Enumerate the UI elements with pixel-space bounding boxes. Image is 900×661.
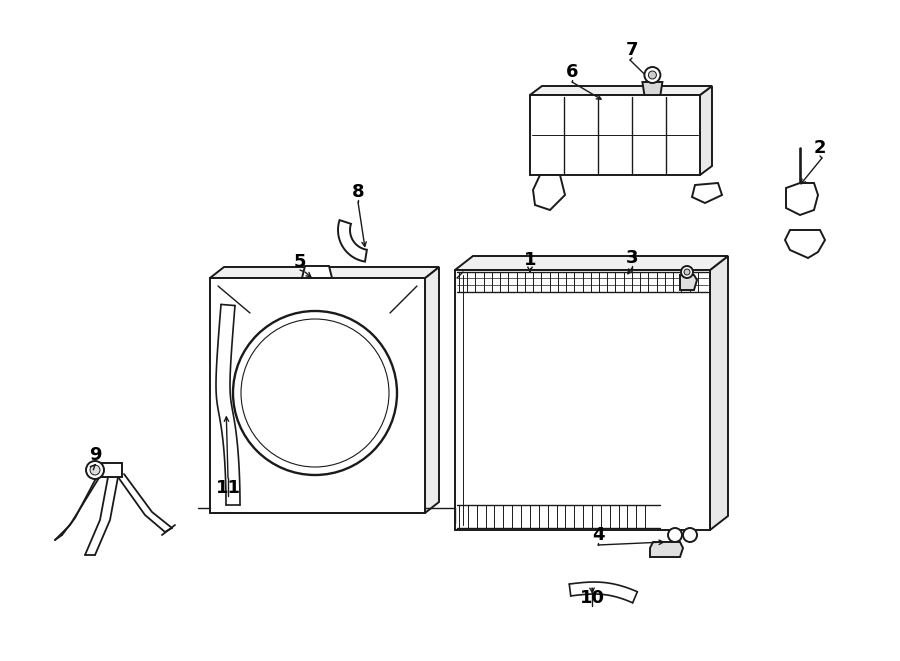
Text: 8: 8 (352, 183, 365, 201)
Text: 6: 6 (566, 63, 578, 81)
Polygon shape (643, 82, 662, 95)
Text: 11: 11 (215, 479, 240, 497)
Circle shape (684, 269, 690, 275)
Circle shape (681, 266, 693, 278)
Text: 1: 1 (524, 251, 536, 269)
Polygon shape (786, 183, 818, 215)
Polygon shape (680, 275, 697, 290)
Text: 10: 10 (580, 589, 605, 607)
Circle shape (668, 528, 682, 542)
Polygon shape (338, 220, 367, 262)
Polygon shape (455, 256, 728, 270)
Circle shape (644, 67, 661, 83)
Polygon shape (210, 278, 425, 513)
Text: 2: 2 (814, 139, 826, 157)
Polygon shape (692, 183, 722, 203)
Circle shape (683, 528, 697, 542)
Polygon shape (425, 267, 439, 513)
Polygon shape (533, 175, 565, 210)
Polygon shape (210, 267, 439, 278)
Polygon shape (530, 95, 700, 175)
Polygon shape (785, 230, 825, 258)
Circle shape (233, 311, 397, 475)
Polygon shape (700, 86, 712, 175)
Circle shape (86, 461, 104, 479)
Circle shape (648, 71, 656, 79)
Polygon shape (302, 266, 332, 278)
Circle shape (90, 465, 100, 475)
Polygon shape (650, 542, 683, 557)
Polygon shape (530, 86, 712, 95)
Text: 7: 7 (626, 41, 638, 59)
Polygon shape (455, 270, 710, 530)
Text: 3: 3 (626, 249, 638, 267)
Polygon shape (710, 256, 728, 530)
Text: 5: 5 (293, 253, 306, 271)
Polygon shape (102, 463, 122, 477)
Text: 4: 4 (592, 526, 604, 544)
Text: 9: 9 (89, 446, 101, 464)
